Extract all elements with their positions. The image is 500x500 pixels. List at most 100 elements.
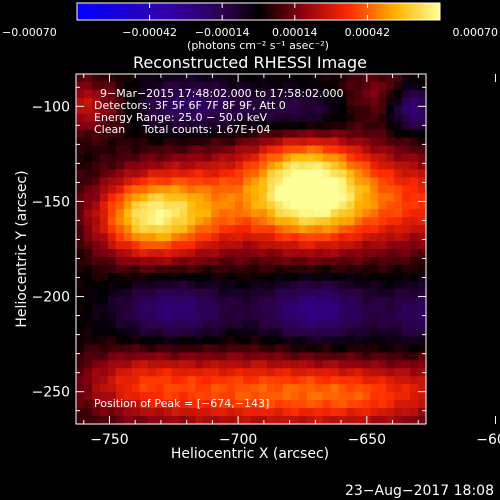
heatmap-cell [314,400,324,409]
heatmap-cell [139,225,149,234]
heatmap-cell [147,209,157,218]
heatmap-cell [266,145,276,155]
heatmap-cell [346,177,355,186]
heatmap-cell [394,161,403,171]
heatmap-cell [76,249,85,258]
heatmap-cell [107,97,117,107]
heatmap-cell [306,169,316,178]
heatmap-cell [346,241,355,250]
heatmap-cell [139,328,149,338]
heatmap-cell [179,81,188,91]
heatmap-cell [235,280,244,290]
heatmap-cell [418,360,427,369]
heatmap-cell [131,272,141,282]
heatmap-cell [258,368,268,377]
heatmap-cell [211,392,220,401]
heatmap-cell [266,376,276,385]
heatmap-cell [290,249,300,258]
heatmap-cell [251,320,260,330]
heatmap-cell [203,209,212,218]
heatmap-cell [243,201,252,210]
heatmap-cell [330,113,340,123]
heatmap-cell [219,392,228,401]
heatmap-cell [219,384,228,393]
heatmap-cell [314,328,324,338]
heatmap-cell [123,97,133,107]
heatmap-cell [306,97,316,107]
heatmap-cell [83,121,93,131]
heatmap-cell [394,408,403,417]
heatmap-cell [163,105,173,115]
heatmap-cell [266,193,276,202]
heatmap-cell [123,74,133,83]
heatmap-cell [107,296,117,306]
heatmap-cell [314,256,324,266]
heatmap-cell [338,312,348,322]
heatmap-cell [147,89,157,99]
heatmap-cell [346,296,355,306]
heatmap-cell [346,288,355,298]
heatmap-cell [243,280,252,290]
heatmap-cell [402,161,411,171]
heatmap-cell [266,105,276,115]
heatmap-cell [418,74,427,83]
heatmap-cell [243,89,252,99]
heatmap-cell [187,169,196,178]
heatmap-cell [386,408,395,417]
heatmap-cell [76,296,85,306]
heatmap-cell [402,288,411,298]
heatmap-cell [266,304,276,314]
heatmap-cell [227,336,236,346]
heatmap-cell [235,113,244,123]
heatmap-cell [131,185,141,194]
heatmap-cell [219,416,228,425]
heatmap-cell [107,384,117,393]
heatmap-cell [203,241,212,250]
heatmap-cell [107,249,117,258]
heatmap-cell [155,312,165,322]
heatmap-cell [187,241,196,250]
heatmap-cell [418,89,427,99]
heatmap-cell [243,129,252,139]
heatmap-cell [179,352,188,361]
heatmap-cell [211,177,220,186]
heatmap-cell [235,416,244,425]
heatmap-cell [266,256,276,266]
heatmap-cell [195,344,204,353]
heatmap-cell [370,384,379,393]
heatmap-cell [274,344,284,353]
heatmap-cell [235,241,244,250]
heatmap-cell [99,352,109,361]
heatmap-cell [346,161,355,171]
heatmap-cell [243,185,252,194]
heatmap-cell [83,296,93,306]
heatmap-cell [91,368,101,377]
heatmap-cell [274,312,284,322]
heatmap-cell [99,288,109,298]
heatmap-cell [107,129,117,139]
heatmap-cell [354,113,363,123]
heatmap-cell [243,408,252,417]
heatmap-cell [298,288,308,298]
heatmap-cell [131,312,141,322]
heatmap-cell [354,328,363,338]
heatmap-cell [139,249,149,258]
heatmap-cell [251,336,260,346]
heatmap-cell [195,304,204,314]
heatmap-cell [171,177,180,186]
heatmap-cell [235,304,244,314]
heatmap-cell [258,336,268,346]
heatmap-cell [290,201,300,210]
heatmap-cell [115,249,125,258]
heatmap-cell [227,185,236,194]
heatmap-cell [171,105,180,115]
heatmap-cell [314,241,324,250]
heatmap-cell [338,320,348,330]
heatmap-cell [251,81,260,91]
heatmap-cell [410,81,419,91]
heatmap-cell [91,137,101,147]
heatmap-cell [274,416,284,425]
heatmap-cell [107,201,117,210]
heatmap-cell [322,280,332,290]
heatmap-cell [290,121,300,131]
